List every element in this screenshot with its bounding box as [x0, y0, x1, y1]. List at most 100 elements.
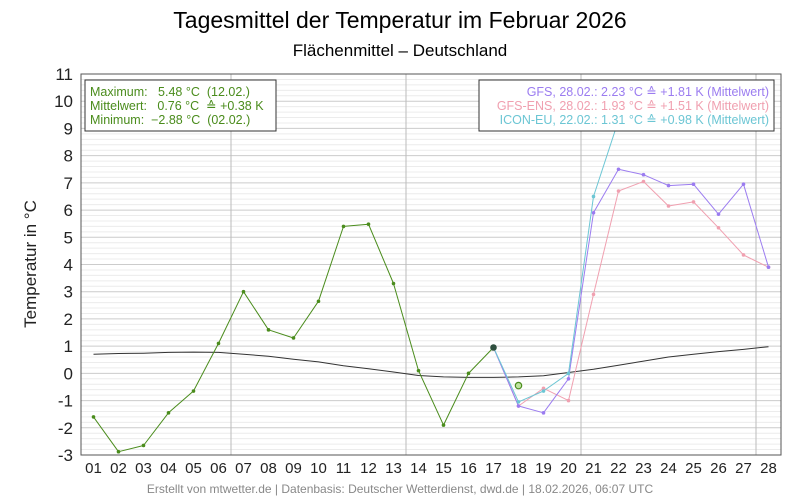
- series-line-icon-eu: [493, 120, 619, 403]
- stats-box-frame: [84, 79, 277, 132]
- x-tick-label: 24: [660, 460, 677, 477]
- data-point-gfs: [741, 182, 746, 187]
- x-tick-label: 26: [710, 460, 727, 477]
- data-point-gfs: [691, 182, 696, 187]
- forecast-legend-frame: [478, 79, 775, 132]
- y-tick-label: 9: [64, 119, 73, 138]
- data-point-gfs: [766, 265, 771, 270]
- y-tick-label: 3: [64, 283, 73, 302]
- data-point-beobachtung: [341, 224, 346, 229]
- data-point-beobachtung: [91, 415, 96, 419]
- series-line-klimamittel: [93, 346, 769, 378]
- y-tick-label: -2: [58, 419, 73, 438]
- current-estimate-marker: [514, 381, 523, 390]
- data-point-gfs-ens: [741, 253, 746, 257]
- data-point-icon-eu: [591, 194, 596, 199]
- chart-title: Tagesmittel der Temperatur im Februar 20…: [173, 7, 626, 33]
- x-tick-label: 10: [310, 460, 327, 477]
- data-point-gfs-ens: [666, 204, 671, 208]
- legend-gfs-ens: GFS-ENS, 28.02.: 1.93 °C ≙ +1.51 K (Mitt…: [497, 99, 769, 113]
- data-point-gfs-ens: [691, 200, 696, 204]
- x-tick-label: 27: [735, 460, 752, 477]
- stats-minimum: Minimum: −2.88 °C (02.02.): [90, 113, 250, 127]
- stats-maximum: Maximum: 5.48 °C (12.02.): [90, 85, 250, 99]
- data-point-beobachtung: [416, 368, 421, 373]
- data-point-gfs-ens: [616, 189, 621, 193]
- data-point-gfs-ens: [541, 386, 546, 391]
- x-tick-label: 16: [460, 460, 477, 477]
- data-point-beobachtung: [166, 411, 171, 415]
- y-tick-label: 0: [64, 364, 73, 383]
- y-tick-label: 7: [64, 174, 73, 193]
- x-tick-label: 23: [635, 460, 652, 477]
- y-tick-label: 1: [64, 337, 73, 356]
- data-point-gfs: [541, 411, 546, 415]
- y-axis-ticks: -3 -2 -1 0 1 2 3 4 5 6 7 8 9 10 11: [54, 65, 73, 465]
- last-observation-marker: [490, 344, 497, 351]
- forecast-legend: GFS, 28.02.: 2.23 °C ≙ +1.81 K (Mittelwe…: [478, 79, 775, 132]
- data-point-icon-eu: [516, 400, 521, 404]
- x-tick-label: 13: [385, 460, 402, 477]
- x-tick-label: 28: [760, 460, 777, 477]
- y-tick-label: 11: [55, 65, 73, 84]
- data-point-gfs: [566, 377, 571, 381]
- x-tick-label: 03: [135, 460, 152, 477]
- data-point-beobachtung: [391, 281, 396, 286]
- x-tick-label: 17: [485, 460, 502, 477]
- x-tick-label: 04: [160, 460, 177, 477]
- x-tick-label: 05: [185, 460, 202, 477]
- data-point-gfs-ens: [591, 292, 596, 297]
- legend-gfs: GFS, 28.02.: 2.23 °C ≙ +1.81 K (Mittelwe…: [527, 85, 769, 99]
- data-point-beobachtung: [316, 299, 321, 304]
- x-tick-label: 19: [535, 460, 552, 477]
- y-tick-label: -1: [58, 392, 73, 411]
- x-tick-label: 07: [235, 460, 252, 477]
- data-point-gfs: [616, 167, 621, 172]
- y-tick-label: 4: [64, 256, 73, 275]
- x-tick-label: 18: [510, 460, 527, 477]
- x-tick-label: 08: [260, 460, 277, 477]
- plot-frame: [80, 73, 782, 456]
- data-point-gfs-ens: [641, 179, 646, 184]
- data-point-beobachtung: [291, 336, 296, 340]
- data-point-icon-eu: [566, 371, 571, 376]
- y-tick-label: 8: [64, 147, 73, 166]
- y-tick-label: 6: [64, 201, 73, 220]
- data-point-gfs-ens: [566, 398, 571, 403]
- data-point-beobachtung: [116, 449, 121, 454]
- data-point-gfs: [641, 172, 646, 177]
- chart-subtitle: Flächenmittel – Deutschland: [293, 41, 508, 60]
- x-tick-label: 01: [85, 460, 102, 477]
- series-layer: [91, 118, 771, 454]
- y-tick-label: -3: [58, 446, 73, 465]
- x-axis-ticks: 01 02 03 04 05 06 07 08 09 10 11 12 13 14 15 16 17 18 19 20…: [85, 460, 777, 477]
- y-axis-label: Temperatur in °C: [21, 200, 40, 328]
- legend-icon-eu: ICON-EU, 22.02.: 1.31 °C ≙ +0.98 K (Mitt…: [500, 113, 769, 127]
- x-tick-label: 20: [560, 460, 577, 477]
- x-tick-label: 12: [360, 460, 377, 477]
- x-tick-label: 14: [410, 460, 427, 477]
- data-point-beobachtung: [366, 222, 371, 227]
- data-point-beobachtung: [216, 341, 221, 346]
- series-line-gfs-ens: [493, 181, 769, 407]
- x-tick-label: 22: [610, 460, 627, 477]
- y-tick-label: 5: [64, 228, 73, 247]
- data-point-gfs: [716, 212, 721, 216]
- x-tick-label: 15: [435, 460, 452, 477]
- x-tick-label: 11: [336, 460, 352, 477]
- x-tick-label: 09: [285, 460, 302, 477]
- data-point-gfs: [666, 183, 671, 188]
- data-point-gfs-ens: [716, 225, 721, 230]
- x-tick-label: 25: [685, 460, 702, 477]
- x-tick-label: 06: [210, 460, 227, 477]
- series-line-gfs: [493, 168, 769, 414]
- data-point-beobachtung: [466, 371, 471, 376]
- footer-credits: Erstellt von mtwetter.de | Datenbasis: D…: [147, 482, 654, 496]
- data-point-beobachtung: [441, 423, 446, 427]
- stats-mittelwert: Mittelwert: 0.76 °C ≙ +0.38 K: [90, 99, 264, 113]
- data-point-gfs: [591, 210, 596, 215]
- x-tick-label: 21: [585, 460, 602, 477]
- y-tick-label: 2: [64, 310, 73, 329]
- data-point-beobachtung: [241, 289, 246, 294]
